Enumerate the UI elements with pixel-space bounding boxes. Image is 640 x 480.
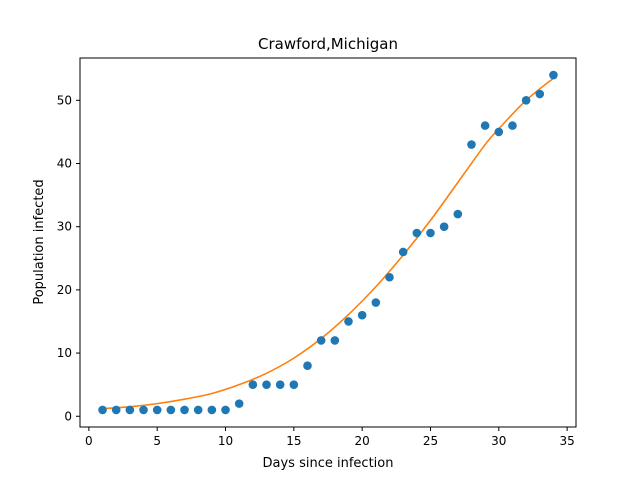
data-point-12 bbox=[248, 380, 258, 389]
data-point-6 bbox=[166, 405, 176, 415]
data-point-10 bbox=[221, 405, 230, 415]
data-point-21 bbox=[371, 298, 381, 307]
data-point-13 bbox=[262, 380, 271, 389]
data-point-25 bbox=[426, 228, 435, 238]
data-point-9 bbox=[207, 405, 217, 415]
y-axis-ticks: 0 10 20 30 40 50 bbox=[57, 93, 80, 423]
data-point-26 bbox=[439, 222, 449, 231]
data-point-5 bbox=[152, 405, 162, 415]
data-point-16 bbox=[303, 361, 312, 371]
data-point-31 bbox=[508, 121, 517, 130]
data-point-32 bbox=[521, 96, 531, 105]
x-tick-label: 35 bbox=[559, 434, 574, 448]
x-tick-label: 15 bbox=[286, 434, 301, 448]
data-point-7 bbox=[180, 405, 189, 415]
data-point-27 bbox=[453, 209, 463, 219]
data-point-28 bbox=[467, 140, 476, 149]
data-point-18 bbox=[330, 336, 340, 345]
data-point-11 bbox=[234, 399, 244, 408]
data-point-2 bbox=[111, 405, 121, 415]
data-point-23 bbox=[398, 247, 408, 257]
data-point-34 bbox=[549, 70, 558, 80]
y-tick-label: 50 bbox=[57, 93, 72, 107]
y-axis-label: Population infected bbox=[32, 179, 47, 304]
y-tick-label: 10 bbox=[57, 346, 72, 360]
data-points-layer bbox=[98, 70, 558, 415]
data-point-14 bbox=[275, 380, 285, 389]
data-point-33 bbox=[535, 89, 545, 99]
x-tick-label: 25 bbox=[423, 434, 438, 448]
y-tick-label: 30 bbox=[57, 220, 72, 234]
data-point-29 bbox=[480, 121, 490, 130]
data-point-1 bbox=[98, 405, 107, 415]
data-point-3 bbox=[125, 405, 135, 415]
data-point-17 bbox=[316, 336, 326, 345]
x-tick-label: 10 bbox=[218, 434, 233, 448]
plot-frame bbox=[79, 57, 577, 428]
x-axis-label: Days since infection bbox=[263, 456, 394, 471]
y-tick-label: 20 bbox=[57, 283, 72, 297]
chart-title: Crawford,Michigan bbox=[258, 35, 398, 53]
data-point-24 bbox=[412, 228, 422, 238]
data-point-20 bbox=[357, 310, 367, 320]
data-point-15 bbox=[289, 380, 299, 389]
fit-curve-layer bbox=[102, 77, 554, 410]
y-tick-label: 40 bbox=[57, 157, 72, 171]
data-point-8 bbox=[193, 405, 203, 415]
data-point-22 bbox=[385, 272, 394, 282]
x-axis-ticks: 0 5 10 15 20 25 30 35 bbox=[85, 427, 575, 448]
x-tick-label: 30 bbox=[491, 434, 506, 448]
x-tick-label: 5 bbox=[153, 434, 161, 448]
x-tick-label: 20 bbox=[355, 434, 370, 448]
y-tick-label: 0 bbox=[64, 409, 72, 423]
data-point-30 bbox=[494, 127, 504, 137]
fit-curve-line bbox=[102, 77, 554, 410]
data-point-4 bbox=[139, 405, 148, 415]
data-point-19 bbox=[344, 317, 353, 326]
x-tick-label: 0 bbox=[85, 434, 93, 448]
